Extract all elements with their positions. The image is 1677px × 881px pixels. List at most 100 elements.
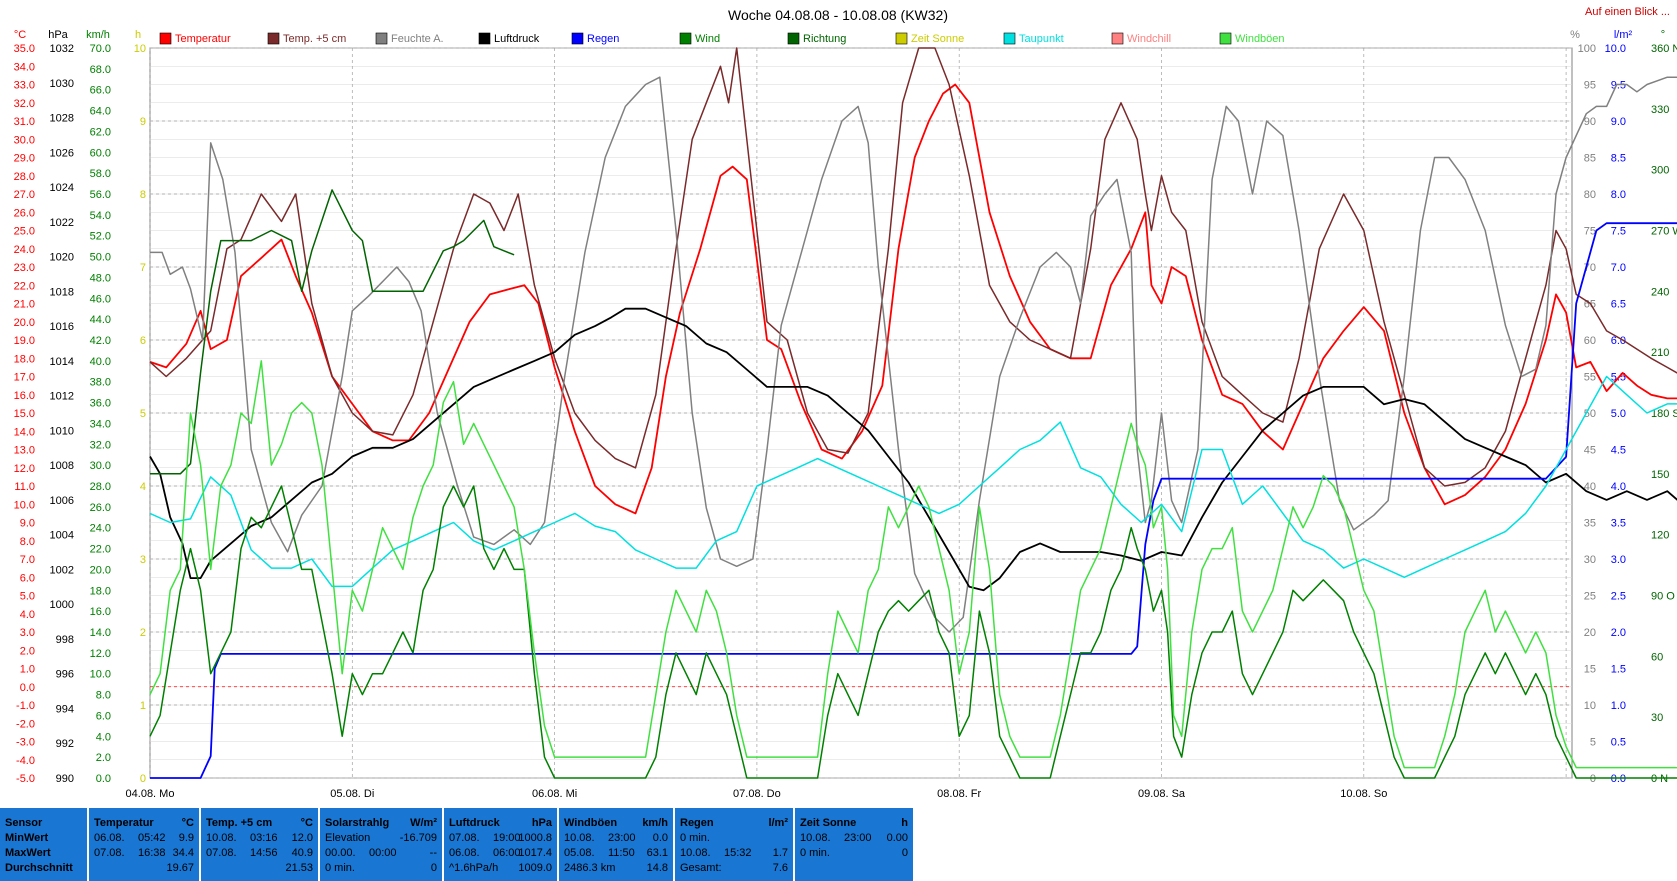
sun-tick: 8	[140, 189, 146, 201]
series-windb-en	[149, 360, 1677, 769]
direction-tick: 120	[1651, 530, 1669, 542]
unit-wind: km/h	[86, 29, 110, 41]
stat-date: Elevation	[325, 832, 371, 844]
stats-bar	[0, 808, 913, 881]
pressure-tick: 1010	[50, 425, 74, 437]
temp-tick: 23.0	[14, 262, 35, 274]
stat-unit: km/h	[642, 817, 668, 829]
stat-value: 14.8	[646, 862, 668, 874]
pressure-tick: 1032	[50, 43, 74, 55]
rain-tick: 10.0	[1605, 43, 1626, 55]
direction-tick: 330	[1651, 104, 1669, 116]
humidity-tick: 95	[1584, 80, 1596, 92]
wind-tick: 70.0	[90, 43, 111, 55]
temp-tick: 8.0	[20, 536, 35, 548]
direction-tick: 360 N	[1651, 43, 1677, 55]
temp-tick: -1.0	[16, 700, 35, 712]
humidity-tick: 90	[1584, 116, 1596, 128]
stat-value: 0.0	[652, 832, 668, 844]
sun-tick: 7	[140, 262, 146, 274]
stat-unit: h	[901, 817, 908, 829]
stat-title: Temperatur	[94, 817, 154, 829]
temp-tick: 22.0	[14, 280, 35, 292]
stat-date: 2486.3 km	[564, 862, 616, 874]
stat-separator	[793, 808, 795, 881]
stat-column: Zeit Sonne h 10.08. 23:00 0.00 0 min. 0	[795, 808, 913, 881]
stat-separator	[557, 808, 559, 881]
pressure-tick: 1004	[50, 530, 74, 542]
wind-tick: 38.0	[90, 377, 111, 389]
series-temp-5-cm	[149, 47, 1677, 487]
stat-value: 0.00	[886, 832, 908, 844]
stat-value: 19.67	[166, 862, 194, 874]
pressure-tick: 1016	[50, 321, 74, 333]
stat-title: Regen	[680, 817, 714, 829]
stat-value: 7.6	[772, 862, 788, 874]
humidity-tick: 60	[1584, 335, 1596, 347]
series-richtung	[150, 189, 515, 475]
x-tick: 06.08. Mi	[532, 788, 577, 800]
stat-value: 1.7	[772, 847, 788, 859]
wind-tick: 2.0	[96, 752, 111, 764]
stat-date: 07.08.	[94, 847, 125, 859]
pressure-tick: 1024	[50, 182, 74, 194]
corner-link[interactable]: Auf einen Blick ...	[1585, 6, 1670, 18]
legend-swatch	[478, 32, 491, 45]
humidity-tick: 55	[1584, 372, 1596, 384]
unit-pressure: hPa	[48, 29, 68, 41]
rain-tick: 6.0	[1611, 335, 1626, 347]
stat-column: Temperatur °C 06.08. 05:42 9.9 07.08. 16:38 34.…	[89, 808, 199, 881]
stat-date: ^1.6hPa/h	[449, 862, 499, 874]
stat-separator	[318, 808, 320, 881]
legend-swatch	[895, 32, 908, 45]
stat-row-label: MinWert	[5, 832, 49, 844]
wind-tick: 40.0	[90, 356, 111, 368]
direction-tick: 210	[1651, 347, 1669, 359]
wind-tick: 60.0	[90, 147, 111, 159]
legend-swatch	[1003, 32, 1016, 45]
legend-swatch	[267, 32, 280, 45]
rain-tick: 1.0	[1611, 700, 1626, 712]
stat-date: 05.08.	[564, 847, 595, 859]
wind-tick: 48.0	[90, 272, 111, 284]
stat-unit: °C	[181, 817, 194, 829]
stat-value: 1000.8	[518, 832, 552, 844]
stat-time: 23:00	[608, 832, 636, 844]
legend-label: Wind	[695, 33, 720, 45]
temp-tick: -3.0	[16, 737, 35, 749]
rain-tick: 5.0	[1611, 408, 1626, 420]
wind-tick: 66.0	[90, 85, 111, 97]
wind-tick: 18.0	[90, 585, 111, 597]
stat-unit: l/m²	[768, 817, 788, 829]
wind-tick: 46.0	[90, 293, 111, 305]
direction-tick: 180 S	[1651, 408, 1677, 420]
stat-title: Solarstrahlg	[325, 817, 390, 829]
temp-tick: 29.0	[14, 153, 35, 165]
x-axis-labels: 04.08. Mo 05.08. Di 06.08. Mi 07.08. Do 08.0…	[126, 788, 1388, 800]
rain-tick: 3.5	[1611, 518, 1626, 530]
temp-tick: 16.0	[14, 390, 35, 402]
direction-tick: 0 N	[1651, 773, 1668, 785]
legend-label: Windböen	[1235, 33, 1285, 45]
direction-tick: 150	[1651, 469, 1669, 481]
legend-swatch	[571, 32, 584, 45]
sun-tick: 6	[140, 335, 146, 347]
stat-value: -16.709	[399, 832, 437, 844]
pressure-tick: 1008	[50, 460, 74, 472]
temp-tick: 19.0	[14, 335, 35, 347]
stat-time: 11:50	[608, 847, 635, 859]
rain-tick: 2.0	[1611, 627, 1626, 639]
wind-tick: 52.0	[90, 231, 111, 243]
direction-tick: 240	[1651, 286, 1669, 298]
stat-time: 19:00	[493, 832, 521, 844]
legend-label: Luftdruck	[494, 33, 540, 45]
pressure-tick: 1030	[50, 78, 74, 90]
wind-tick: 54.0	[90, 210, 111, 222]
humidity-tick: 20	[1584, 627, 1596, 639]
rain-tick: 2.5	[1611, 591, 1626, 603]
humidity-tick: 15	[1584, 664, 1596, 676]
temp-tick: 3.0	[20, 627, 35, 639]
humidity-tick: 100	[1578, 43, 1596, 55]
legend-label: Regen	[587, 33, 619, 45]
legend-label: Taupunkt	[1019, 33, 1064, 45]
